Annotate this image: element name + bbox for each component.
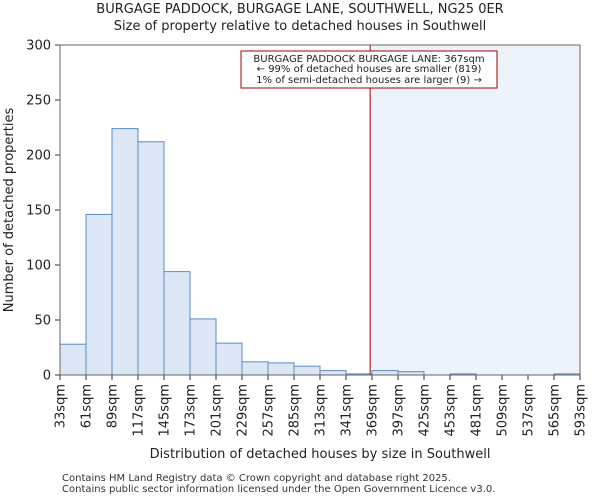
- footer-copyright: Contains HM Land Registry data © Crown c…: [62, 473, 451, 484]
- x-tick-label: 201sqm: [210, 384, 225, 437]
- x-axis: 33sqm 61sqm 89sqm 117sqm 145sqm 173sqm 201sqm 2…: [54, 375, 589, 437]
- annotation-box: BURGAGE PADDOCK BURGAGE LANE: 367sqm ← 9…: [240, 50, 498, 89]
- y-tick-label: 300: [26, 39, 51, 54]
- x-tick-label: 173sqm: [184, 384, 199, 437]
- y-tick-label: 0: [43, 369, 51, 384]
- footer-licence: Contains public sector information licen…: [62, 484, 496, 495]
- y-tick-label: 200: [26, 149, 51, 164]
- bar-117sqm: [137, 141, 165, 376]
- annotation-border: [240, 50, 498, 89]
- y-axis-label: Number of detached properties: [2, 108, 17, 313]
- bar-313sqm: [319, 370, 347, 376]
- x-tick-label: 397sqm: [392, 384, 407, 437]
- bar-201sqm: [215, 342, 243, 376]
- x-tick-label: 509sqm: [496, 384, 511, 437]
- x-tick-label: 565sqm: [548, 384, 563, 437]
- histogram-chart: 0 50 100 150 200 250 300 33sqm 61sqm 89sqm 117sqm…: [2, 39, 589, 463]
- y-tick-label: 250: [26, 94, 51, 109]
- bar-61sqm: [85, 213, 113, 376]
- chart-subtitle: Size of property relative to detached ho…: [113, 19, 487, 34]
- x-tick-label: 285sqm: [288, 384, 303, 437]
- x-tick-label: 593sqm: [574, 384, 589, 437]
- x-tick-label: 89sqm: [106, 384, 121, 428]
- y-tick-label: 100: [26, 259, 51, 274]
- bar-369sqm: [371, 370, 399, 376]
- bar-285sqm: [293, 365, 321, 376]
- chart-title: BURGAGE PADDOCK, BURGAGE LANE, SOUTHWELL…: [96, 2, 504, 17]
- x-tick-label: 33sqm: [54, 384, 69, 428]
- bar-33sqm: [59, 343, 87, 376]
- bar-257sqm: [267, 362, 295, 376]
- y-tick-label: 150: [26, 204, 51, 219]
- bar-145sqm: [163, 271, 191, 376]
- y-tick-label: 50: [34, 314, 51, 329]
- x-tick-label: 61sqm: [80, 384, 95, 428]
- x-tick-label: 257sqm: [262, 384, 277, 437]
- highlight-region: [370, 45, 580, 375]
- bar-89sqm: [111, 128, 139, 376]
- plot-frame: [59, 44, 581, 376]
- x-tick-label: 145sqm: [158, 384, 173, 437]
- annotation-line-3: 1% of semi-detached houses are larger (9…: [256, 75, 482, 86]
- x-axis-label: Distribution of detached houses by size …: [150, 447, 491, 462]
- annotation-line-1: BURGAGE PADDOCK BURGAGE LANE: 367sqm: [253, 54, 484, 65]
- bars-group: [59, 128, 581, 376]
- x-tick-label: 229sqm: [236, 384, 251, 437]
- x-tick-label: 453sqm: [444, 384, 459, 437]
- annotation-line-2: ← 99% of detached houses are smaller (81…: [257, 64, 482, 75]
- x-tick-label: 313sqm: [314, 384, 329, 437]
- x-tick-label: 341sqm: [340, 384, 355, 437]
- x-tick-label: 369sqm: [366, 384, 381, 437]
- x-tick-label: 117sqm: [132, 384, 147, 437]
- x-tick-label: 537sqm: [522, 384, 537, 437]
- x-tick-label: 481sqm: [470, 384, 485, 437]
- bar-173sqm: [189, 318, 217, 376]
- x-tick-label: 425sqm: [418, 384, 433, 437]
- bar-229sqm: [241, 361, 269, 376]
- y-axis: 0 50 100 150 200 250 300: [26, 39, 60, 384]
